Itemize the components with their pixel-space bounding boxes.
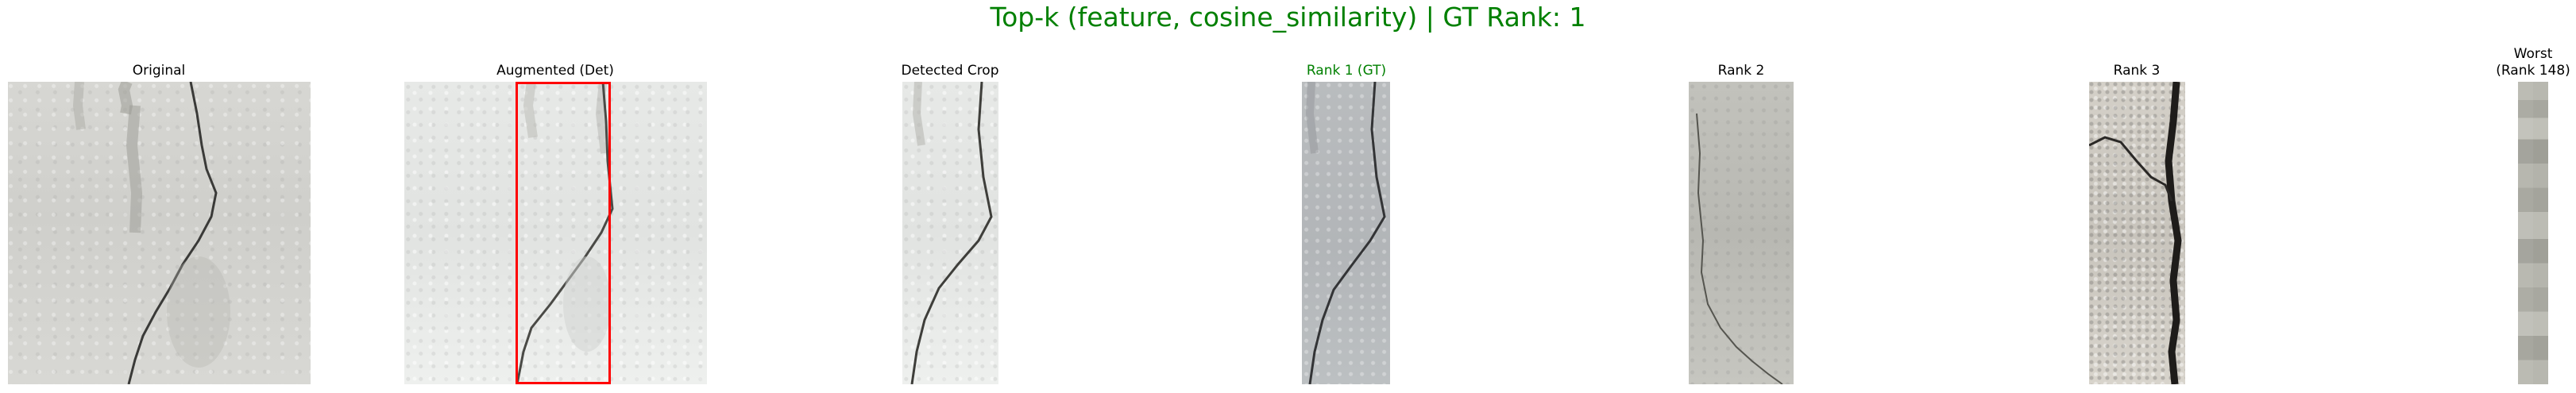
panel-title-augmented: Augmented (Det) (496, 63, 614, 79)
augmented-image (404, 82, 707, 384)
panel-title-worst-line-2: (Rank 148) (2496, 63, 2570, 79)
figure-title: Top-k (feature, cosine_similarity) | GT … (990, 2, 1586, 33)
panel-title-original: Original (132, 63, 186, 79)
rank-2-image (1689, 82, 1794, 384)
detection-box (516, 82, 611, 384)
panel-title-rank-1: Rank 1 (GT) (1306, 63, 1387, 79)
panel-title-rank-3: Rank 3 (2113, 63, 2161, 79)
rank-1-image (1302, 82, 1390, 384)
rank-3-image (2089, 82, 2185, 384)
worst-image (2518, 82, 2548, 384)
original-image (8, 82, 311, 384)
panel-title-detected-crop: Detected Crop (901, 63, 999, 79)
panel-title-rank-2: Rank 2 (1717, 63, 1765, 79)
panel-title-worst-line-1: Worst (2513, 46, 2553, 62)
detected-crop-image (902, 82, 998, 384)
